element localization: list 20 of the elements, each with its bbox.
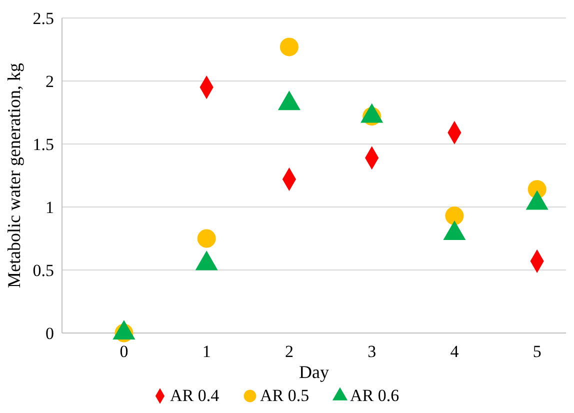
x-tick-label: 4 — [450, 342, 460, 361]
x-tick-label: 3 — [368, 342, 376, 361]
y-tick-label: 0 — [46, 324, 54, 343]
point — [197, 229, 216, 248]
x-tick-label: 5 — [532, 342, 542, 361]
point — [280, 38, 298, 56]
x-tick-label: 1 — [202, 342, 211, 361]
y-tick-label: 0.5 — [32, 260, 54, 280]
legend-label: AR 0.5 — [260, 386, 310, 405]
legend-label: AR 0.4 — [170, 386, 220, 405]
x-axis-title: Day — [299, 362, 329, 382]
y-tick-label: 1.5 — [32, 134, 54, 154]
y-axis-title: Metabolic water generation, kg — [4, 63, 24, 288]
x-tick-label: 0 — [120, 342, 128, 361]
x-tick-label: 2 — [284, 342, 294, 361]
y-tick-label: 2 — [46, 72, 54, 91]
y-tick-label: 1 — [46, 198, 54, 217]
legend-label: AR 0.6 — [350, 386, 400, 405]
y-tick-label: 2.5 — [32, 8, 54, 28]
point — [445, 206, 464, 226]
